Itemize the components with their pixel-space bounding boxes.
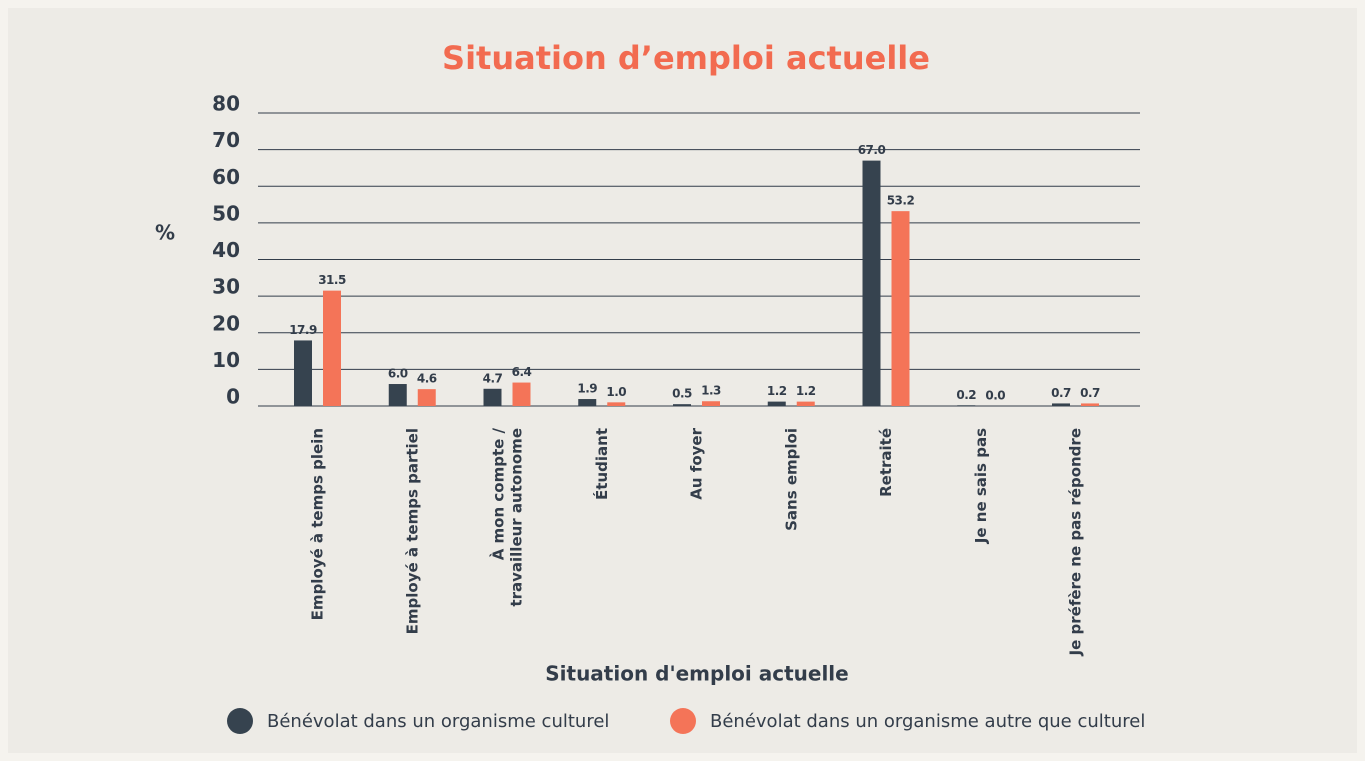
bar <box>862 160 881 406</box>
data-label: 0.0 <box>985 389 1005 403</box>
y-tick-label: 60 <box>212 165 240 189</box>
y-tick-label: 20 <box>212 311 240 335</box>
chart-background <box>8 8 1357 753</box>
bar <box>294 340 312 406</box>
data-label: 6.4 <box>512 365 532 379</box>
data-label: 4.7 <box>483 371 503 385</box>
chart-title: Situation d’emploi actuelle <box>442 39 930 77</box>
data-label: 17.9 <box>289 323 317 337</box>
data-label: 4.6 <box>417 372 437 386</box>
data-label: 31.5 <box>318 273 346 287</box>
data-label: 1.2 <box>796 384 816 398</box>
legend-label: Bénévolat dans un organisme culturel <box>267 711 609 732</box>
data-label: 1.2 <box>767 384 787 398</box>
data-label: 53.2 <box>887 194 915 208</box>
legend-swatch <box>670 708 696 734</box>
y-axis-label: % <box>155 221 175 245</box>
y-tick-label: 70 <box>212 128 240 152</box>
bar <box>796 401 815 406</box>
bar <box>1081 403 1099 406</box>
legend-swatch <box>227 708 253 734</box>
y-tick-label: 80 <box>212 92 240 116</box>
bar <box>891 211 910 406</box>
data-label: 0.2 <box>956 388 976 402</box>
bar <box>767 401 786 406</box>
data-label: 1.0 <box>606 385 626 399</box>
data-label: 0.7 <box>1051 386 1071 400</box>
y-tick-label: 30 <box>212 275 240 299</box>
x-tick-label: Au foyer <box>688 427 706 499</box>
x-tick-label-line: À mon compte / <box>488 427 507 560</box>
y-tick-label: 10 <box>212 348 240 372</box>
bar <box>417 389 436 406</box>
data-label: 0.5 <box>672 387 692 401</box>
legend-label: Bénévolat dans un organisme autre que cu… <box>710 711 1145 732</box>
bar <box>578 399 597 406</box>
bar <box>323 290 341 406</box>
data-label: 1.3 <box>701 384 721 398</box>
data-label: 6.0 <box>388 367 408 381</box>
bar <box>702 401 720 406</box>
data-label: 0.7 <box>1080 386 1100 400</box>
x-tick-label: Employé à temps plein <box>309 428 327 620</box>
x-axis-label: Situation d'emploi actuelle <box>545 662 848 686</box>
y-tick-label: 0 <box>226 385 240 409</box>
x-tick-label: Étudiant <box>592 428 611 500</box>
bar <box>483 388 502 406</box>
x-tick-label: Je ne sais pas <box>972 428 990 544</box>
x-tick-label: Employé à temps partiel <box>403 428 421 634</box>
bar <box>673 404 691 406</box>
x-tick-label: Sans emploi <box>782 428 800 531</box>
x-tick-label: Retraité <box>877 428 895 497</box>
bar <box>512 382 531 406</box>
bar <box>1052 403 1070 406</box>
y-tick-label: 50 <box>212 201 240 225</box>
x-tick-label: À mon compte /travailleur autonome <box>488 427 525 606</box>
data-label: 1.9 <box>577 382 597 396</box>
bar <box>607 402 626 406</box>
data-label: 67.0 <box>858 143 886 157</box>
bar <box>388 384 407 406</box>
x-tick-label: Je préfère ne pas répondre <box>1067 428 1085 656</box>
x-tick-label-line: travailleur autonome <box>507 428 525 607</box>
y-tick-label: 40 <box>212 238 240 262</box>
bar <box>957 405 976 406</box>
